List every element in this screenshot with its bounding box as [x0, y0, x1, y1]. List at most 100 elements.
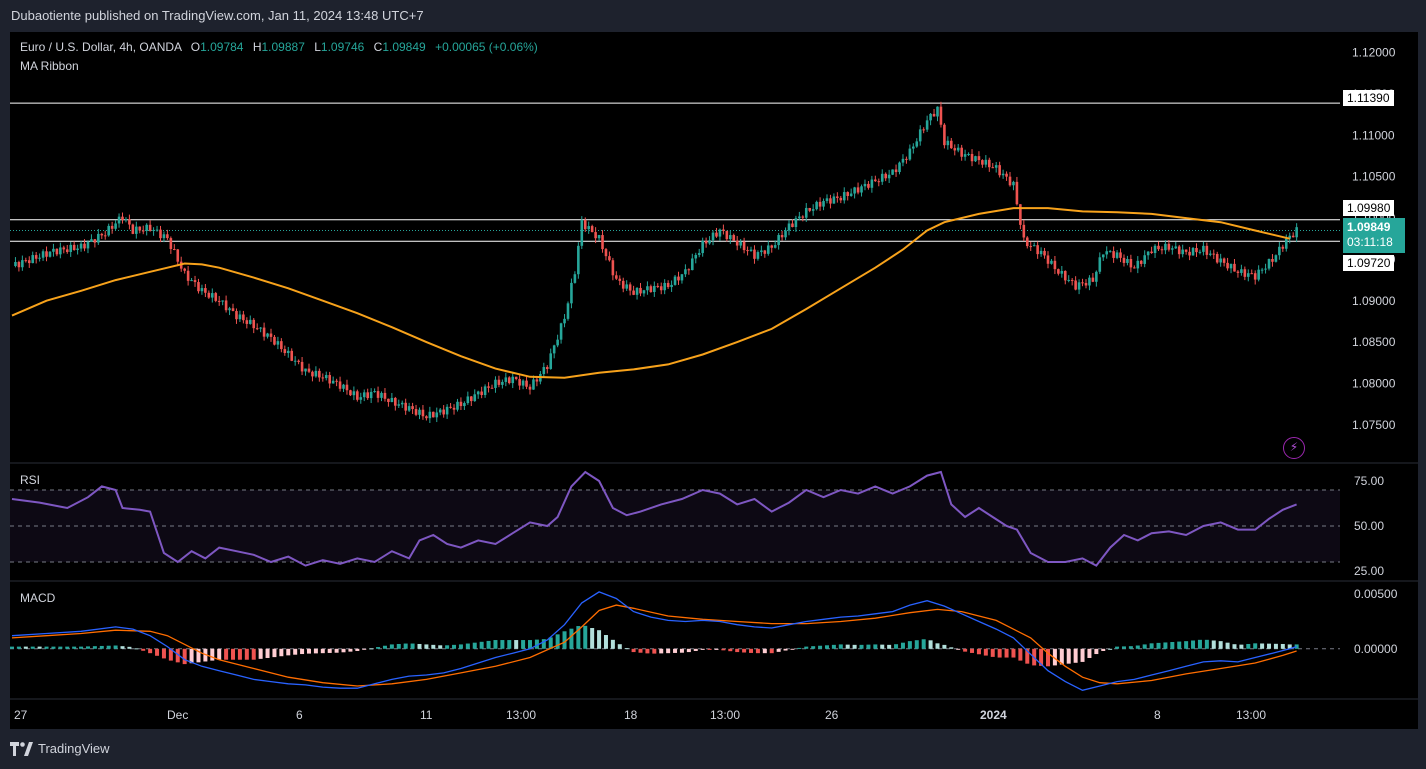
- macd-histogram-bar: [755, 648, 760, 654]
- macd-histogram-bar: [603, 635, 608, 649]
- tradingview-logo-icon: [10, 742, 33, 756]
- candle-body: [784, 230, 787, 238]
- macd-histogram-bar: [1246, 643, 1251, 649]
- candle-body: [566, 303, 570, 319]
- macd-axis-tick: 0.00000: [1354, 642, 1398, 656]
- candle-body: [1050, 260, 1053, 264]
- chart-canvas[interactable]: 1.120001.115001.110001.105001.100001.095…: [10, 32, 1418, 729]
- time-axis-tick: 13:00: [710, 708, 740, 722]
- rsi-axis-tick: 75.00: [1354, 474, 1384, 488]
- candle-body: [1219, 258, 1222, 263]
- candle-body: [45, 251, 48, 257]
- candle-body: [1209, 253, 1212, 255]
- macd-pane-label[interactable]: MACD: [20, 591, 56, 605]
- candle-body: [307, 368, 311, 372]
- macd-axis-tick: 0.00500: [1354, 587, 1398, 601]
- candle-body: [960, 147, 963, 157]
- candle-body: [469, 396, 473, 402]
- macd-histogram-bar: [845, 644, 850, 649]
- candle-body: [1025, 237, 1029, 247]
- rsi-pane-label[interactable]: RSI: [20, 473, 41, 487]
- candle-body: [100, 233, 104, 236]
- macd-histogram-bar: [700, 648, 705, 650]
- macd-histogram-bar: [1163, 642, 1168, 649]
- macd-histogram-bar: [624, 648, 629, 650]
- macd-histogram-bar: [707, 648, 712, 650]
- candle-body: [83, 243, 86, 249]
- candle-body: [86, 241, 90, 249]
- candle-body: [929, 113, 932, 121]
- candle-body: [31, 255, 35, 264]
- candle-body: [425, 416, 428, 419]
- candle-body: [1177, 246, 1181, 255]
- candle-body: [621, 280, 625, 289]
- macd-histogram-bar: [555, 634, 560, 649]
- candle-body: [611, 260, 615, 276]
- candle-body: [34, 255, 38, 259]
- chart-frame[interactable]: 1.120001.115001.110001.105001.100001.095…: [10, 32, 1418, 729]
- macd-histogram-bar: [479, 641, 484, 649]
- time-axis-tick: 2024: [980, 708, 1007, 722]
- candle-body: [304, 368, 307, 372]
- ma-ribbon-label[interactable]: MA Ribbon: [20, 59, 79, 73]
- candle-body: [497, 379, 501, 385]
- candle-body: [880, 173, 884, 182]
- indicator-legend[interactable]: MA Ribbon: [20, 59, 79, 73]
- candle-body: [615, 275, 618, 279]
- macd-histogram-bar: [410, 643, 415, 649]
- candle-body: [1257, 269, 1260, 280]
- macd-histogram-bar: [1039, 648, 1044, 666]
- candle-body: [763, 250, 767, 254]
- macd-histogram-bar: [348, 648, 353, 652]
- alert-bolt-icon[interactable]: ⚡: [1283, 437, 1305, 459]
- candle-body: [1101, 254, 1105, 258]
- macd-histogram-bar: [382, 645, 387, 649]
- candle-body: [811, 209, 815, 211]
- macd-histogram-bar: [244, 648, 249, 660]
- candle-body: [483, 386, 487, 396]
- macd-histogram-bar: [493, 640, 498, 649]
- time-axis-tick: 6: [296, 708, 303, 722]
- candle-body: [1215, 254, 1219, 263]
- candle-body: [974, 156, 977, 162]
- candle-body: [131, 224, 135, 234]
- low-label: L: [314, 40, 321, 54]
- candle-body: [103, 235, 107, 237]
- macd-histogram-bar: [127, 646, 132, 649]
- macd-histogram-bar: [251, 648, 256, 660]
- candle-body: [590, 226, 594, 233]
- macd-histogram-bar: [873, 644, 878, 649]
- macd-histogram-bar: [341, 648, 346, 653]
- candle-body: [1240, 269, 1243, 273]
- macd-histogram-bar: [528, 640, 532, 649]
- macd-histogram-bar: [569, 628, 574, 649]
- rsi-axis-tick: 25.00: [1354, 564, 1384, 578]
- candle-body: [860, 186, 863, 193]
- macd-histogram-bar: [431, 644, 436, 649]
- candle-body: [649, 286, 653, 293]
- candle-body: [1284, 238, 1288, 249]
- macd-histogram-bar: [997, 648, 1002, 658]
- candle-body: [190, 280, 193, 282]
- candle-body: [1150, 251, 1153, 254]
- candle-body: [217, 300, 221, 302]
- macd-histogram-bar: [714, 648, 719, 650]
- time-axis-tick: 27: [14, 708, 28, 722]
- price-axis-tick: 1.07500: [1352, 418, 1396, 432]
- tradingview-footer: TradingView: [10, 737, 110, 761]
- candle-body: [1012, 181, 1015, 186]
- macd-histogram-bar: [831, 644, 836, 649]
- macd-histogram-bar: [396, 643, 401, 649]
- time-axis-tick: 11: [420, 708, 433, 722]
- macd-histogram-bar: [92, 646, 97, 649]
- price-axis-tick: 1.09000: [1352, 294, 1396, 308]
- candle-body: [801, 216, 805, 218]
- macd-histogram-bar: [355, 648, 360, 651]
- candle-body: [1205, 245, 1209, 255]
- candle-body: [1233, 263, 1236, 272]
- candle-body: [535, 379, 539, 382]
- macd-histogram-bar: [576, 626, 581, 649]
- candle-body: [231, 308, 235, 312]
- candle-body: [670, 284, 673, 288]
- candle-body: [742, 241, 746, 251]
